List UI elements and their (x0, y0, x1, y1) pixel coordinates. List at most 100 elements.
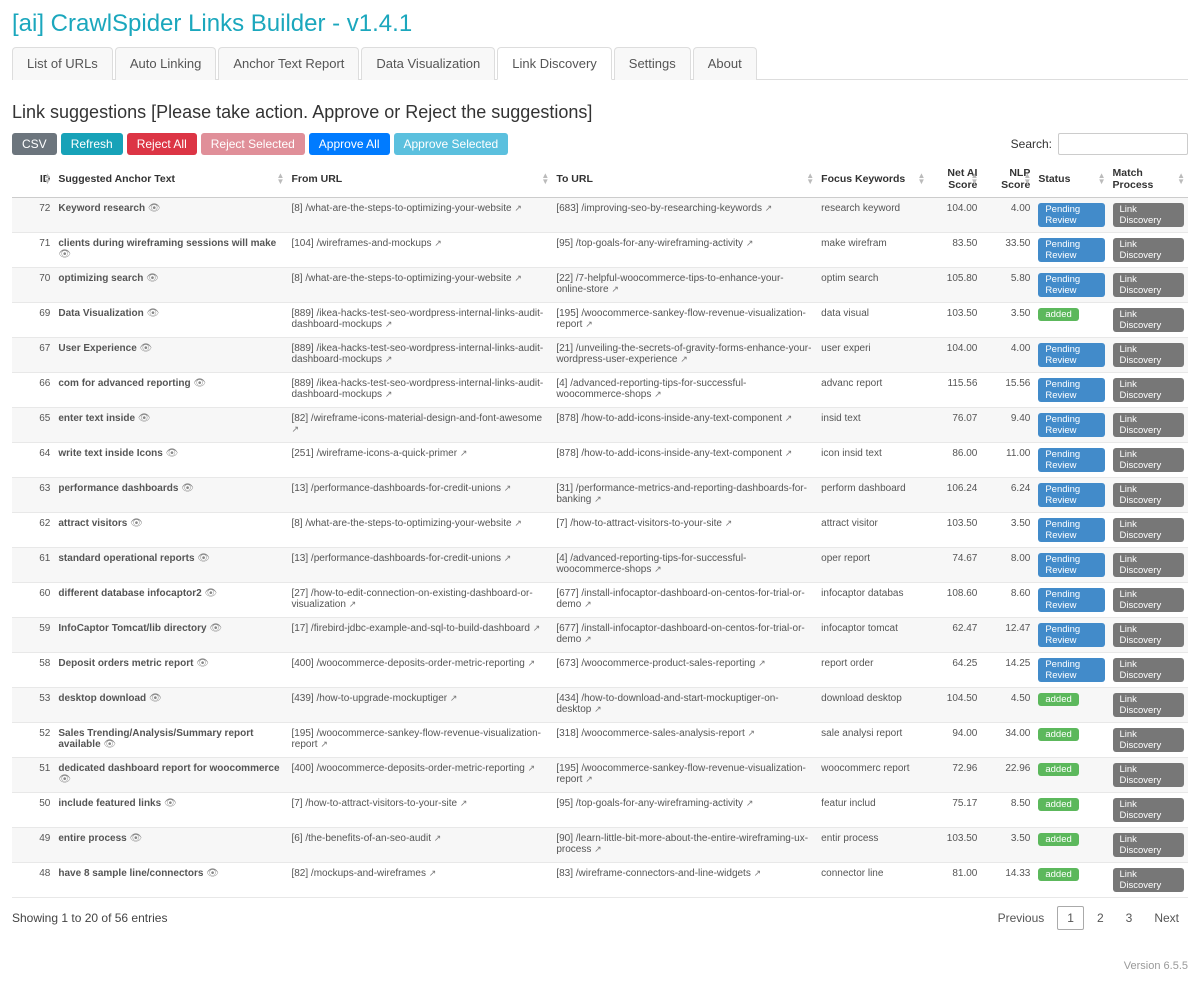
status-badge[interactable]: added (1038, 693, 1078, 706)
status-badge[interactable]: Pending Review (1038, 623, 1104, 647)
status-badge[interactable]: Pending Review (1038, 343, 1104, 367)
preview-icon[interactable]: 👁 (206, 868, 219, 879)
preview-icon[interactable]: 👁 (130, 518, 143, 529)
status-badge[interactable]: Pending Review (1038, 518, 1104, 542)
table-row[interactable]: 65enter text inside 👁[82] /wireframe-ico… (12, 408, 1188, 443)
preview-icon[interactable]: 👁 (197, 553, 210, 564)
open-link-icon[interactable]: ↗ (746, 798, 754, 808)
preview-icon[interactable]: 👁 (149, 693, 162, 704)
open-link-icon[interactable]: ↗ (349, 599, 357, 609)
process-badge[interactable]: Link Discovery (1113, 448, 1185, 472)
col-focus-keywords[interactable]: Focus Keywords▲▼ (817, 161, 928, 198)
process-badge[interactable]: Link Discovery (1113, 413, 1185, 437)
col-suggested-anchor-text[interactable]: Suggested Anchor Text▲▼ (54, 161, 287, 198)
process-badge[interactable]: Link Discovery (1113, 868, 1185, 892)
open-link-icon[interactable]: ↗ (460, 798, 468, 808)
table-row[interactable]: 69Data Visualization 👁[889] /ikea-hacks-… (12, 303, 1188, 338)
open-link-icon[interactable]: ↗ (725, 518, 733, 528)
open-link-icon[interactable]: ↗ (765, 203, 773, 213)
process-badge[interactable]: Link Discovery (1113, 553, 1185, 577)
process-badge[interactable]: Link Discovery (1113, 238, 1185, 262)
status-badge[interactable]: Pending Review (1038, 203, 1104, 227)
open-link-icon[interactable]: ↗ (533, 623, 541, 633)
open-link-icon[interactable]: ↗ (429, 868, 437, 878)
preview-icon[interactable]: 👁 (205, 588, 218, 599)
refresh-button[interactable]: Refresh (61, 133, 123, 155)
process-badge[interactable]: Link Discovery (1113, 518, 1185, 542)
table-row[interactable]: 48have 8 sample line/connectors 👁[82] /m… (12, 863, 1188, 898)
preview-icon[interactable]: 👁 (196, 658, 209, 669)
open-link-icon[interactable]: ↗ (758, 658, 766, 668)
preview-icon[interactable]: 👁 (181, 483, 194, 494)
status-badge[interactable]: added (1038, 763, 1078, 776)
pager-prev[interactable]: Previous (989, 907, 1054, 929)
open-link-icon[interactable]: ↗ (434, 238, 442, 248)
pager-page-2[interactable]: 2 (1088, 907, 1113, 929)
open-link-icon[interactable]: ↗ (385, 389, 393, 399)
process-badge[interactable]: Link Discovery (1113, 343, 1185, 367)
open-link-icon[interactable]: ↗ (434, 833, 442, 843)
status-badge[interactable]: added (1038, 308, 1078, 321)
tab-settings[interactable]: Settings (614, 47, 691, 80)
open-link-icon[interactable]: ↗ (594, 494, 602, 504)
process-badge[interactable]: Link Discovery (1113, 623, 1185, 647)
reject-selected-button[interactable]: Reject Selected (201, 133, 305, 155)
open-link-icon[interactable]: ↗ (594, 844, 602, 854)
status-badge[interactable]: Pending Review (1038, 273, 1104, 297)
preview-icon[interactable]: 👁 (58, 249, 71, 260)
open-link-icon[interactable]: ↗ (528, 658, 536, 668)
preview-icon[interactable]: 👁 (140, 343, 153, 354)
process-badge[interactable]: Link Discovery (1113, 203, 1185, 227)
preview-icon[interactable]: 👁 (148, 203, 161, 214)
open-link-icon[interactable]: ↗ (385, 354, 393, 364)
status-badge[interactable]: Pending Review (1038, 378, 1104, 402)
open-link-icon[interactable]: ↗ (785, 413, 793, 423)
reject-all-button[interactable]: Reject All (127, 133, 197, 155)
process-badge[interactable]: Link Discovery (1113, 273, 1185, 297)
open-link-icon[interactable]: ↗ (654, 389, 662, 399)
table-row[interactable]: 51dedicated dashboard report for woocomm… (12, 758, 1188, 793)
preview-icon[interactable]: 👁 (103, 739, 116, 750)
open-link-icon[interactable]: ↗ (746, 238, 754, 248)
open-link-icon[interactable]: ↗ (291, 424, 299, 434)
preview-icon[interactable]: 👁 (146, 273, 159, 284)
col-from-url[interactable]: From URL▲▼ (287, 161, 552, 198)
table-row[interactable]: 61standard operational reports 👁[13] /pe… (12, 548, 1188, 583)
col-status[interactable]: Status▲▼ (1034, 161, 1108, 198)
table-row[interactable]: 72Keyword research 👁[8] /what-are-the-st… (12, 198, 1188, 233)
process-badge[interactable]: Link Discovery (1113, 693, 1185, 717)
open-link-icon[interactable]: ↗ (514, 203, 522, 213)
open-link-icon[interactable]: ↗ (594, 704, 602, 714)
open-link-icon[interactable]: ↗ (514, 518, 522, 528)
status-badge[interactable]: Pending Review (1038, 553, 1104, 577)
process-badge[interactable]: Link Discovery (1113, 833, 1185, 857)
open-link-icon[interactable]: ↗ (450, 693, 458, 703)
status-badge[interactable]: Pending Review (1038, 448, 1104, 472)
status-badge[interactable]: Pending Review (1038, 238, 1104, 262)
open-link-icon[interactable]: ↗ (585, 319, 593, 329)
status-badge[interactable]: Pending Review (1038, 413, 1104, 437)
open-link-icon[interactable]: ↗ (611, 284, 619, 294)
status-badge[interactable]: added (1038, 728, 1078, 741)
tab-about[interactable]: About (693, 47, 757, 80)
open-link-icon[interactable]: ↗ (528, 763, 536, 773)
preview-icon[interactable]: 👁 (209, 623, 222, 634)
open-link-icon[interactable]: ↗ (748, 728, 756, 738)
open-link-icon[interactable]: ↗ (654, 564, 662, 574)
tab-anchor-text-report[interactable]: Anchor Text Report (218, 47, 359, 80)
open-link-icon[interactable]: ↗ (785, 448, 793, 458)
process-badge[interactable]: Link Discovery (1113, 728, 1185, 752)
table-row[interactable]: 50include featured links 👁[7] /how-to-at… (12, 793, 1188, 828)
tab-auto-linking[interactable]: Auto Linking (115, 47, 217, 80)
open-link-icon[interactable]: ↗ (504, 553, 512, 563)
status-badge[interactable]: added (1038, 868, 1078, 881)
col-nlp-score[interactable]: NLP Score▲▼ (981, 161, 1034, 198)
process-badge[interactable]: Link Discovery (1113, 588, 1185, 612)
open-link-icon[interactable]: ↗ (584, 634, 592, 644)
preview-icon[interactable]: 👁 (164, 798, 177, 809)
preview-icon[interactable]: 👁 (193, 378, 206, 389)
open-link-icon[interactable]: ↗ (460, 448, 468, 458)
open-link-icon[interactable]: ↗ (584, 599, 592, 609)
col-net-ai-score[interactable]: Net AI Score▲▼ (928, 161, 981, 198)
preview-icon[interactable]: 👁 (138, 413, 151, 424)
